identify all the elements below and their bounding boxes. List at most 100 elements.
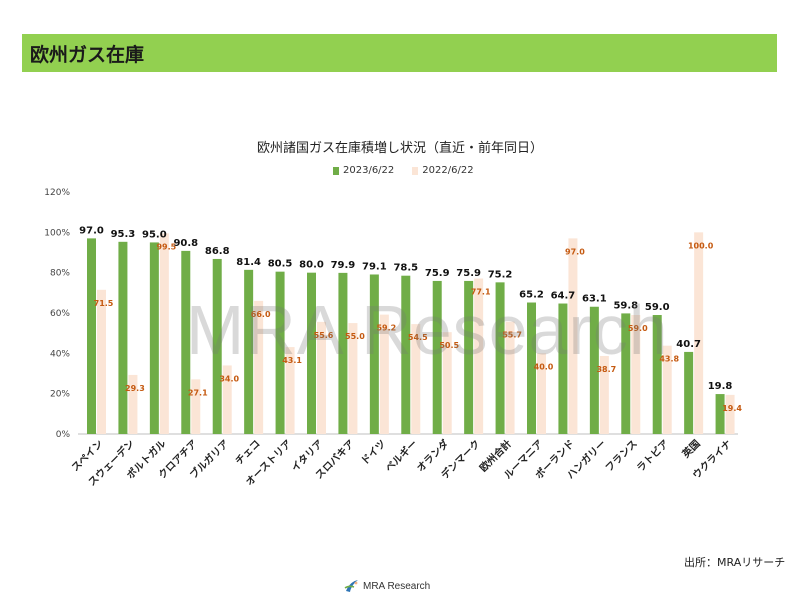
footer-logo: MRA Research — [344, 578, 430, 594]
data-label-2023: 75.9 — [425, 268, 450, 279]
bar-2023 — [118, 241, 128, 434]
category-label: ラトビア — [634, 437, 671, 474]
legend-item-2023: 2023/6/22 — [333, 165, 394, 176]
bar-2022 — [379, 314, 389, 434]
data-label-2022: 43.8 — [659, 355, 679, 364]
chart-title: 欧州諸国ガス在庫積増し状況（直近・前年同日） — [256, 141, 543, 156]
chart-legend: 2023/6/22 2022/6/22 — [333, 165, 492, 176]
category-label: 英国 — [679, 437, 703, 461]
data-label-2022: 55.7 — [502, 331, 522, 340]
data-label-2022: 100.0 — [688, 241, 714, 250]
bar-2022 — [694, 232, 704, 434]
watermark: MRA Research — [186, 291, 669, 369]
data-label-2023: 97.0 — [79, 225, 104, 236]
bar-2022 — [411, 324, 421, 434]
data-label-2023: 75.2 — [488, 269, 513, 280]
bar-2022 — [474, 278, 484, 434]
bar-2023 — [432, 280, 442, 434]
bar-2022 — [599, 355, 609, 434]
bar-2023 — [212, 258, 222, 434]
bar-2023 — [338, 272, 348, 434]
bar-2022 — [631, 315, 641, 434]
bar-2022 — [505, 321, 515, 434]
data-label-2023: 40.7 — [676, 339, 701, 350]
data-label-2022: 99.5 — [156, 242, 176, 251]
data-label-2023: 78.5 — [393, 263, 418, 274]
y-tick-label: 100% — [44, 228, 70, 238]
data-label-2022: 55.6 — [314, 331, 334, 340]
bar-2022 — [191, 379, 201, 434]
data-label-2023: 79.1 — [362, 261, 387, 272]
y-tick-label: 80% — [50, 269, 70, 279]
data-label-2023: 80.0 — [299, 260, 324, 271]
bar-2022 — [317, 321, 326, 434]
data-label-2023: 64.7 — [551, 291, 576, 302]
data-label-2023: 79.9 — [331, 260, 356, 271]
data-label-2022: 59.0 — [628, 324, 648, 333]
legend-item-2022: 2022/6/22 — [412, 165, 474, 176]
data-label-2022: 71.5 — [94, 299, 114, 308]
bar-2023 — [369, 274, 379, 434]
data-label-2022: 97.0 — [565, 247, 585, 256]
bar-2023 — [684, 351, 694, 434]
bar-2023 — [181, 250, 191, 434]
category-label: チェコ — [233, 438, 263, 468]
legend-label-2022: 2022/6/22 — [422, 165, 474, 176]
y-tick-label: 60% — [50, 309, 70, 319]
data-label-2023: 65.2 — [519, 290, 544, 301]
legend-label-2023: 2023/6/22 — [343, 165, 395, 176]
y-tick-label: 40% — [50, 349, 70, 359]
bar-2023 — [715, 394, 725, 434]
bar-2022 — [159, 233, 169, 434]
header-bar: 欧州ガス在庫 — [22, 34, 777, 72]
category-label: ドイツ — [359, 438, 389, 468]
data-label-2022: 40.0 — [534, 362, 554, 371]
data-label-2022: 29.3 — [125, 384, 145, 393]
bar-2023 — [495, 282, 505, 434]
bar-2023 — [527, 302, 536, 434]
data-label-2022: 27.1 — [188, 388, 208, 397]
bar-2022 — [254, 300, 264, 434]
bar-2023 — [401, 275, 411, 434]
y-tick-label: 120% — [44, 188, 70, 198]
bar-2022 — [222, 365, 232, 434]
data-label-2022: 43.1 — [282, 356, 302, 365]
data-label-2022: 77.1 — [471, 288, 491, 297]
bar-2023 — [275, 271, 285, 434]
data-label-2023: 95.0 — [142, 229, 167, 240]
page-title: 欧州ガス在庫 — [30, 44, 145, 66]
y-tick-label: 20% — [50, 390, 70, 400]
data-label-2023: 59.8 — [613, 300, 638, 311]
bar-2023 — [149, 242, 159, 434]
bar-2022 — [128, 374, 138, 434]
data-label-2022: 66.0 — [251, 310, 271, 319]
data-label-2022: 38.7 — [596, 365, 616, 374]
bar-2023 — [621, 313, 631, 434]
mra-swoosh-icon — [344, 580, 358, 592]
data-label-2022: 19.4 — [722, 404, 742, 413]
bar-2022 — [97, 289, 106, 434]
data-label-2023: 19.8 — [708, 381, 733, 392]
data-label-2023: 86.8 — [205, 246, 230, 257]
bar-2022 — [285, 347, 295, 434]
y-tick-label: 0% — [56, 430, 71, 440]
data-label-2023: 59.0 — [645, 302, 670, 313]
bar-2022 — [662, 345, 672, 434]
category-label: フランス — [603, 438, 640, 475]
data-label-2022: 34.0 — [219, 374, 239, 383]
bar-2022 — [725, 394, 735, 434]
bar-2022 — [442, 332, 452, 434]
data-label-2022: 50.5 — [439, 341, 459, 350]
data-label-2022: 54.5 — [408, 333, 428, 342]
bar-2023 — [652, 315, 662, 434]
bar-2023 — [589, 306, 599, 434]
data-label-2023: 90.8 — [173, 238, 198, 249]
bar-2023 — [464, 280, 474, 434]
bar-2022 — [348, 323, 358, 434]
data-label-2023: 63.1 — [582, 294, 607, 305]
source-note: 出所：MRAリサーチ — [684, 556, 786, 569]
footer-logo-text: MRA Research — [363, 580, 431, 592]
bar-2023 — [307, 272, 316, 434]
bar-2023 — [87, 238, 96, 434]
legend-swatch-2023 — [333, 166, 339, 175]
